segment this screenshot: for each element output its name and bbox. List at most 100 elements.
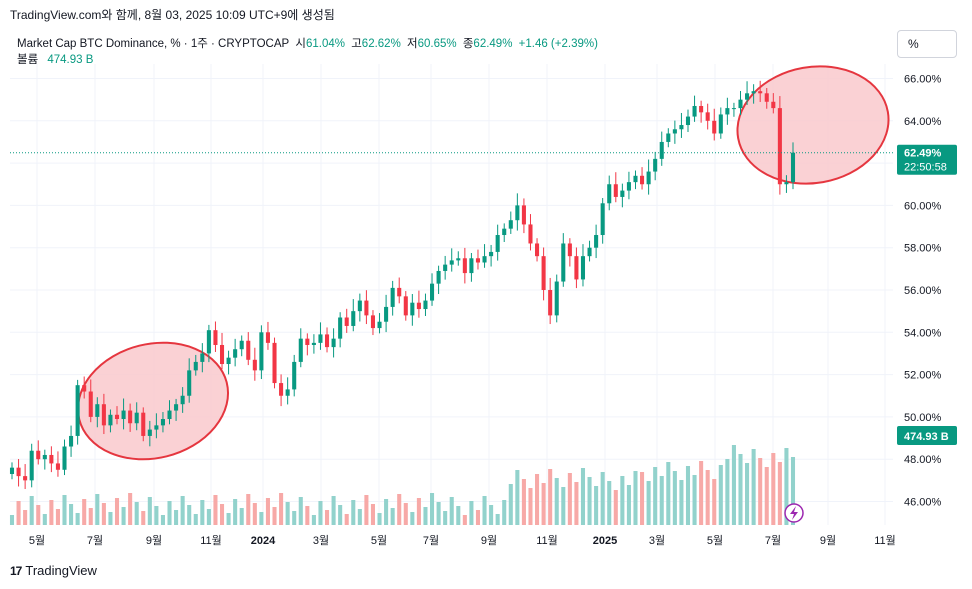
- candle-body[interactable]: [456, 258, 461, 261]
- candle-body[interactable]: [449, 260, 454, 265]
- price-badge[interactable]: [897, 144, 957, 175]
- candle-body[interactable]: [305, 338, 310, 345]
- candle-body[interactable]: [219, 344, 225, 365]
- candle-body[interactable]: [324, 334, 330, 348]
- candle-body[interactable]: [16, 467, 21, 477]
- candle-body[interactable]: [653, 158, 658, 172]
- candle-body[interactable]: [174, 404, 179, 411]
- candle-body[interactable]: [49, 454, 54, 464]
- candle-body[interactable]: [745, 93, 750, 100]
- candle-body[interactable]: [226, 357, 231, 365]
- candle-body[interactable]: [777, 108, 782, 185]
- candle-body[interactable]: [541, 256, 546, 290]
- candle-body[interactable]: [679, 125, 684, 130]
- candle-body[interactable]: [718, 114, 723, 134]
- candle-body[interactable]: [69, 435, 74, 447]
- candle-body[interactable]: [167, 410, 172, 420]
- candle-body[interactable]: [36, 450, 41, 460]
- candle-body[interactable]: [121, 410, 126, 420]
- candle-body[interactable]: [252, 359, 257, 371]
- candle-body[interactable]: [160, 419, 165, 426]
- candle-body[interactable]: [410, 302, 415, 316]
- candle-body[interactable]: [364, 300, 369, 316]
- candle-body[interactable]: [279, 383, 284, 396]
- candle-body[interactable]: [567, 243, 572, 257]
- candle-body[interactable]: [101, 404, 106, 426]
- candle-body[interactable]: [758, 91, 763, 94]
- candle-body[interactable]: [147, 429, 152, 436]
- volume-badge[interactable]: [897, 426, 957, 445]
- candle-body[interactable]: [42, 454, 47, 460]
- candle-body[interactable]: [9, 467, 15, 475]
- candle-body[interactable]: [200, 353, 205, 362]
- candle-body[interactable]: [292, 361, 297, 390]
- candle-body[interactable]: [344, 317, 349, 326]
- candle-body[interactable]: [246, 340, 251, 360]
- candle-body[interactable]: [29, 450, 34, 481]
- candle-body[interactable]: [95, 404, 100, 417]
- candle-body[interactable]: [331, 338, 336, 348]
- candle-body[interactable]: [377, 321, 382, 329]
- candle-body[interactable]: [338, 317, 343, 339]
- candle-body[interactable]: [495, 235, 500, 252]
- candle-body[interactable]: [771, 101, 776, 109]
- candle-body[interactable]: [574, 256, 579, 280]
- candle-body[interactable]: [436, 270, 441, 284]
- candle-body[interactable]: [764, 93, 769, 102]
- candle-body[interactable]: [55, 463, 60, 470]
- candle-body[interactable]: [489, 251, 494, 257]
- candle-body[interactable]: [416, 302, 421, 310]
- candle-body[interactable]: [141, 412, 146, 436]
- candle-body[interactable]: [502, 228, 507, 236]
- candle-body[interactable]: [738, 99, 743, 109]
- candle-body[interactable]: [646, 171, 651, 185]
- candle-body[interactable]: [114, 414, 120, 420]
- candle-body[interactable]: [640, 175, 645, 185]
- candle-body[interactable]: [443, 264, 448, 271]
- candle-body[interactable]: [390, 287, 395, 307]
- candle-body[interactable]: [259, 332, 264, 371]
- candle-body[interactable]: [154, 425, 159, 430]
- candle-body[interactable]: [548, 290, 553, 316]
- candle-body[interactable]: [206, 330, 211, 354]
- candle-body[interactable]: [311, 342, 316, 345]
- candle-body[interactable]: [515, 205, 520, 221]
- candle-body[interactable]: [666, 133, 671, 142]
- candle-body[interactable]: [613, 184, 618, 197]
- candle-body[interactable]: [429, 283, 435, 301]
- candle-body[interactable]: [265, 332, 270, 343]
- volume-label[interactable]: 볼륨: [17, 54, 39, 66]
- candle-body[interactable]: [462, 258, 467, 274]
- candle-body[interactable]: [403, 296, 408, 316]
- candle-body[interactable]: [482, 256, 487, 263]
- candle-body[interactable]: [594, 235, 599, 248]
- candle-body[interactable]: [423, 300, 428, 310]
- candle-body[interactable]: [607, 184, 612, 204]
- candle-body[interactable]: [285, 389, 290, 396]
- candle-body[interactable]: [75, 385, 80, 436]
- candle-body[interactable]: [659, 141, 664, 159]
- candle-body[interactable]: [134, 412, 139, 424]
- candle-body[interactable]: [370, 315, 376, 329]
- candle-body[interactable]: [62, 446, 67, 470]
- candle-body[interactable]: [528, 224, 533, 244]
- candle-body[interactable]: [351, 311, 356, 326]
- candle-body[interactable]: [790, 152, 796, 183]
- candle-body[interactable]: [180, 395, 185, 405]
- candle-body[interactable]: [626, 182, 631, 191]
- candle-body[interactable]: [784, 182, 789, 185]
- candle-body[interactable]: [108, 414, 113, 426]
- candle-body[interactable]: [233, 349, 238, 358]
- candle-body[interactable]: [213, 330, 218, 345]
- candle-body[interactable]: [672, 129, 677, 134]
- candle-body[interactable]: [23, 476, 28, 481]
- candle-body[interactable]: [521, 205, 526, 225]
- candle-body[interactable]: [128, 410, 133, 424]
- candle-body[interactable]: [535, 243, 540, 257]
- candle-body[interactable]: [751, 91, 756, 94]
- candle-body[interactable]: [561, 243, 566, 282]
- scale-percent-button[interactable]: %: [897, 30, 957, 58]
- candle-body[interactable]: [397, 287, 402, 297]
- candle-body[interactable]: [318, 334, 323, 343]
